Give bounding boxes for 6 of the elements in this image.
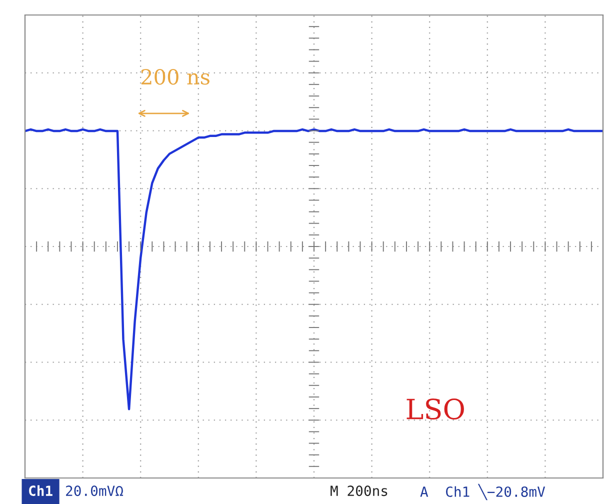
text: 20.0mVΩ — [66, 486, 124, 496]
text: Ch1 — [29, 485, 52, 496]
text: A Ch1 ╲−20.8mV — [420, 484, 546, 500]
text: M 200ns — [330, 486, 388, 496]
annotation: LSO — [406, 398, 464, 420]
text: 200 ns — [141, 68, 210, 85]
